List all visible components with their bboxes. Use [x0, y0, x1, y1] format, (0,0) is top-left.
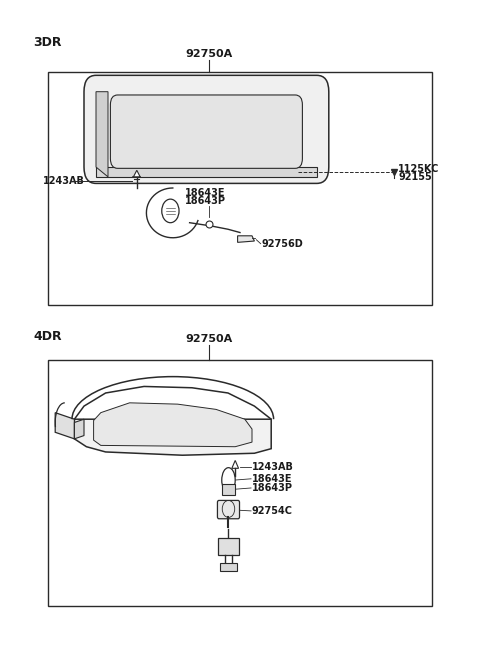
FancyBboxPatch shape — [110, 95, 302, 168]
Polygon shape — [55, 413, 74, 439]
Text: 92756D: 92756D — [262, 239, 303, 250]
Text: 3DR: 3DR — [34, 36, 62, 49]
Polygon shape — [238, 236, 254, 242]
Text: 92754C: 92754C — [252, 506, 293, 516]
Text: 4DR: 4DR — [34, 329, 62, 343]
Polygon shape — [74, 419, 84, 439]
Text: 18643P: 18643P — [252, 483, 293, 493]
FancyBboxPatch shape — [84, 75, 329, 183]
Text: 18643E: 18643E — [185, 188, 225, 198]
Text: 1243AB: 1243AB — [252, 462, 294, 472]
Polygon shape — [96, 167, 317, 177]
Text: 92155: 92155 — [398, 172, 432, 182]
FancyBboxPatch shape — [217, 500, 240, 519]
Text: 92750A: 92750A — [185, 49, 232, 59]
Polygon shape — [96, 92, 108, 177]
Text: 1125KC: 1125KC — [398, 164, 440, 174]
Ellipse shape — [222, 468, 235, 493]
Text: 18643E: 18643E — [252, 474, 292, 484]
Polygon shape — [74, 419, 271, 455]
Bar — [48, 72, 432, 305]
FancyBboxPatch shape — [218, 538, 239, 555]
FancyBboxPatch shape — [220, 563, 237, 571]
Polygon shape — [232, 460, 239, 468]
Text: 18643P: 18643P — [185, 196, 226, 206]
Polygon shape — [133, 170, 140, 177]
FancyBboxPatch shape — [222, 484, 235, 495]
Bar — [48, 360, 432, 606]
Text: 1243AB: 1243AB — [43, 176, 85, 187]
Text: 92750A: 92750A — [185, 334, 232, 344]
Polygon shape — [94, 403, 252, 447]
